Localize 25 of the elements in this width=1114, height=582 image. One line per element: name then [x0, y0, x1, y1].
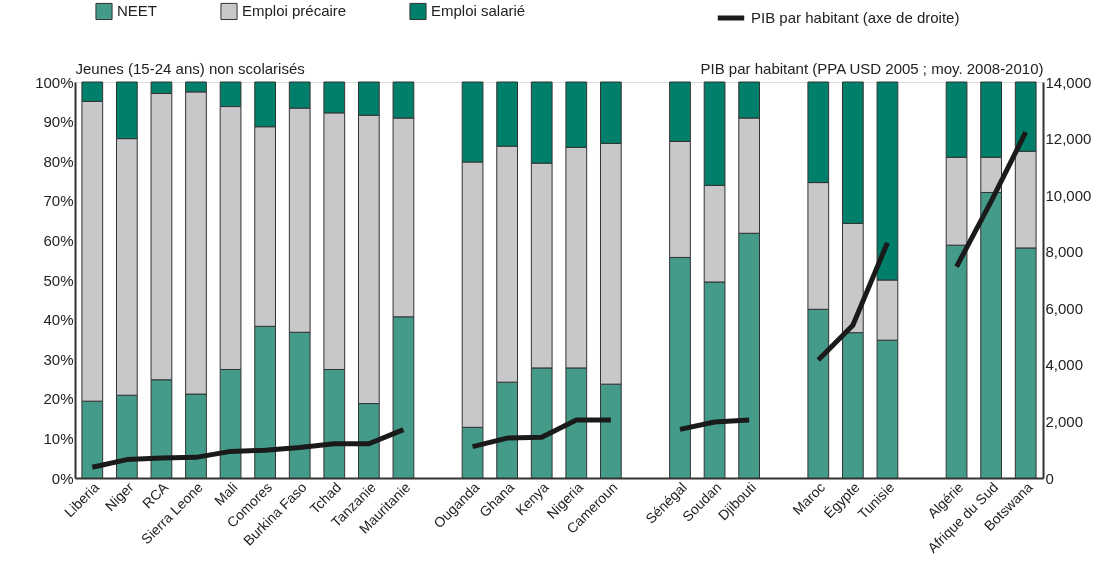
y-tick-label: 20%	[43, 390, 74, 408]
y-tick-label: 0%	[51, 469, 74, 487]
y-tick-label: 70%	[43, 192, 74, 210]
y-tick-label: 90%	[43, 113, 74, 131]
y2-tick-label: 8,000	[1045, 243, 1084, 261]
y2-axis-title: PIB par habitant (PPA USD 2005 ; moy. 2008-2010)	[700, 59, 1044, 77]
legend-label: PIB par habitant (axe de droite)	[751, 9, 960, 26]
y2-tick-label: 6,000	[1045, 299, 1084, 317]
y-tick-label: 100%	[35, 73, 74, 91]
y-tick-label: 60%	[43, 231, 74, 249]
y2-tick-label: 0	[1045, 469, 1054, 487]
legend-label: Emploi précaire	[242, 2, 347, 20]
legend-label: Emploi salarié	[431, 2, 526, 20]
y2-tick-label: 10,000	[1045, 186, 1092, 204]
y-tick-label: 50%	[43, 271, 74, 289]
y2-tick-label: 2,000	[1045, 412, 1084, 430]
y-axis-title: Jeunes (15-24 ans) non scolarisés	[75, 59, 305, 77]
y2-tick-label: 4,000	[1045, 356, 1084, 374]
y2-tick-label: 12,000	[1045, 130, 1092, 148]
y-tick-label: 40%	[43, 311, 74, 329]
y-tick-label: 10%	[43, 429, 74, 447]
y2-tick-label: 14,000	[1045, 73, 1092, 91]
y-tick-label: 30%	[43, 350, 74, 368]
legend-label: NEET	[117, 2, 158, 20]
y-tick-label: 80%	[43, 152, 74, 170]
